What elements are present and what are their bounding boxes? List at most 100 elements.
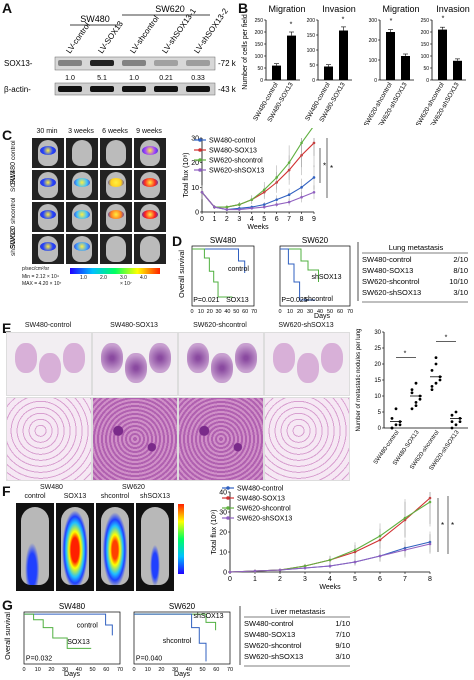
series-point-0 (300, 186, 303, 189)
liver-imaging-mice: SW480 SW620 control SOX13 shcontrol shSOX13 (12, 484, 192, 594)
sox13-size-label: -72 kD (218, 59, 236, 68)
survival-title: SW480 (59, 602, 86, 611)
series-point-2 (328, 558, 332, 562)
ytick: 20 (219, 530, 227, 537)
xtick: 9 (312, 216, 316, 223)
xtick: 1 (253, 576, 257, 583)
e-point (390, 417, 394, 420)
table-row-value: 3/10 (335, 652, 350, 661)
b-chart-2: Migration0100200300SW620-shcontrolSW620-… (363, 4, 420, 125)
b-ytick: 50 (423, 66, 429, 72)
actin-band-0 (58, 86, 82, 92)
series-point-3 (300, 195, 303, 199)
b-ytick: 150 (307, 33, 316, 39)
f-mouse-label-2: shcontrol (100, 493, 130, 500)
xtick: 5 (353, 576, 357, 583)
f-mouse-label-0: control (24, 493, 46, 500)
table-row-label: SW480-SOX13 (244, 630, 295, 639)
sox13-band-0 (58, 60, 82, 66)
survival-xtick: 70 (227, 667, 233, 673)
lung-histology-image (92, 397, 178, 481)
survival-xtick: 50 (90, 667, 96, 673)
xtick: 6 (275, 216, 279, 223)
lung-histology-image (178, 397, 264, 481)
survival-xtick: 50 (327, 309, 333, 315)
survival-xtick: 40 (76, 667, 82, 673)
e-point (394, 423, 398, 427)
mouse-image (100, 138, 132, 168)
mouse-image (32, 234, 64, 264)
e-point (434, 362, 438, 366)
series-point-3 (403, 548, 407, 552)
ytick: 0 (195, 210, 199, 217)
survival-curve-1 (280, 248, 315, 301)
ytick: 0 (223, 570, 227, 577)
xtick: 5 (262, 216, 266, 223)
b-chart-0: Migration050100150200250SW480-controlSW4… (252, 4, 305, 123)
f-mouse-image (16, 503, 54, 591)
b-bar-0-1 (287, 35, 296, 80)
actin-row-label: β-actin- (4, 85, 31, 94)
sox13-band-2 (122, 60, 146, 66)
b-title-2: Migration (382, 4, 419, 14)
mouse-image (66, 138, 98, 168)
mouse-image (66, 234, 98, 264)
survival-curve-label-1: SOX13 (226, 297, 249, 304)
survival-curve-label-0: control (228, 266, 249, 273)
b-ytick: 0 (260, 78, 263, 84)
lung-macro-image (6, 332, 92, 396)
table-title: Lung metastasis (389, 243, 444, 252)
significance-star: * (441, 521, 444, 530)
lung-macro-image (178, 332, 264, 396)
survival-title: SW620 (169, 602, 196, 611)
b-ytick: 250 (421, 18, 430, 24)
series-line-2 (201, 128, 313, 208)
histology-header-1: SW480-SOX13 (110, 322, 158, 329)
metastasis-table: Liver metastasis SW480-control 1/10 SW480-S… (239, 606, 350, 667)
survival-curve-label-1: shcontrol (305, 296, 334, 303)
lung-macro-image (92, 332, 178, 396)
lung-histology-image (6, 397, 92, 481)
scale-min: Min = 2.12 × 10⁴ (22, 274, 59, 280)
b-ytick: 150 (421, 42, 430, 48)
table-row-value: 9/10 (335, 641, 350, 650)
significance-star: * (451, 521, 454, 530)
e-point (414, 404, 418, 407)
actin-band-2 (122, 86, 146, 92)
e-point (458, 420, 462, 423)
table-row-value: 1/10 (335, 619, 350, 628)
survival-xtick: 60 (213, 667, 219, 673)
b-bar-3-0 (438, 29, 447, 81)
survival-xtick: 60 (242, 309, 248, 315)
survival-xtick: 10 (35, 667, 41, 673)
table-row-value: 2/10 (453, 255, 468, 264)
xtick: 1 (212, 216, 216, 223)
f-group-label-0: SW480 (40, 484, 63, 491)
e-point (418, 397, 422, 401)
panel-label-d: D (172, 233, 183, 249)
sox13-row-label: SOX13- (4, 59, 33, 68)
d-ylabel: Overall survival (179, 250, 186, 298)
g-xlabel-2: Days (174, 671, 190, 678)
legend-entry-2: SW620-shcontrol (237, 506, 291, 513)
legend-entry-1: SW480-SOX13 (209, 148, 257, 155)
bioluminescence-grid: 30 min 3 weeks 6 weeks 9 weeks control SOX13 s… (8, 128, 168, 318)
f-group-label-1: SW620 (122, 484, 145, 491)
legend-entry-2: SW620-shcontrol (209, 158, 263, 165)
actin-band-1 (90, 86, 114, 92)
blot-group-sw620: SW620 (155, 4, 185, 14)
b-ytick: 200 (421, 30, 430, 36)
series-point-3 (353, 560, 357, 564)
xtick: 0 (228, 576, 232, 583)
scale-unit: × 10⁷ (120, 281, 132, 287)
survival-xtick: 30 (307, 309, 313, 315)
survival-xtick: 20 (48, 667, 54, 673)
survival-pvalue: P=0.040 (136, 655, 162, 662)
survival-curve-label-1: SOX13 (67, 639, 90, 646)
legend-entry-3: SW620-shSOX13 (209, 168, 264, 175)
timepoint-label-1: 3 weeks (68, 128, 94, 135)
survival-xtick: 70 (347, 309, 353, 315)
survival-chart: SW480 0 10 20 30 40 50 60 70 control SOX13 P=0.032 (22, 602, 123, 673)
xtick: 8 (300, 216, 304, 223)
